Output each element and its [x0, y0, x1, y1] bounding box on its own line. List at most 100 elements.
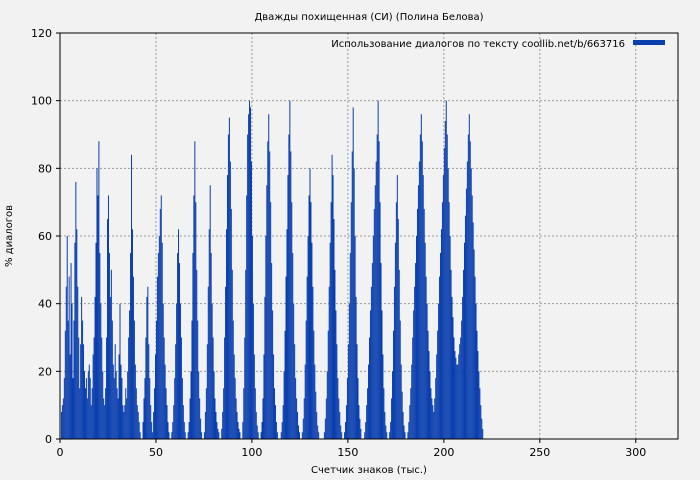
bar [208, 229, 210, 439]
bar [101, 337, 103, 439]
bar [314, 364, 316, 439]
bar [144, 378, 146, 439]
bar [129, 310, 131, 439]
bar [147, 286, 149, 439]
bar [234, 378, 236, 439]
bar [471, 195, 473, 439]
bar [210, 252, 212, 439]
bar [247, 134, 249, 439]
bar [272, 310, 274, 439]
bar [132, 276, 134, 439]
bar [83, 371, 85, 439]
bar [337, 378, 339, 439]
bar [79, 388, 81, 439]
bar [256, 425, 258, 439]
bar [303, 398, 305, 439]
bar [193, 195, 195, 439]
bar [421, 141, 423, 439]
bar [476, 330, 478, 439]
bar [352, 107, 354, 440]
bar [392, 330, 394, 439]
bar [474, 276, 476, 439]
bar [67, 320, 69, 439]
bar [373, 208, 375, 439]
bar [351, 151, 353, 440]
bar [307, 236, 309, 439]
bar [328, 286, 330, 439]
bar [399, 320, 401, 439]
bar [276, 432, 278, 439]
bar [224, 337, 226, 439]
bar [228, 117, 230, 439]
bar [327, 330, 329, 439]
bar [168, 432, 170, 439]
bar [369, 310, 371, 439]
bar [118, 354, 120, 439]
x-tick-label: 250 [529, 446, 550, 459]
bar [478, 371, 480, 439]
bar [416, 208, 418, 439]
bar [126, 398, 128, 439]
bar [432, 405, 434, 439]
bar [376, 134, 378, 439]
bar [271, 263, 273, 439]
bar [366, 405, 368, 439]
bar [390, 422, 392, 439]
bar [410, 388, 412, 439]
bar [245, 269, 247, 439]
bar [332, 175, 334, 439]
bar [382, 354, 384, 439]
bar [130, 252, 132, 439]
bar [252, 303, 254, 439]
bar [248, 114, 250, 439]
bar [217, 428, 219, 439]
bar [97, 195, 99, 439]
bar [187, 432, 189, 439]
bar [171, 432, 173, 439]
bar [374, 185, 376, 439]
bar [71, 303, 73, 439]
bar [110, 269, 112, 439]
bar [403, 425, 405, 439]
bar [181, 378, 183, 439]
bar [226, 175, 228, 439]
bar [480, 405, 482, 439]
y-tick-label: 0 [45, 433, 52, 446]
bar [296, 398, 298, 439]
bar [260, 432, 262, 439]
bar [235, 398, 237, 439]
bar [133, 320, 135, 439]
bar [63, 378, 65, 439]
bar [446, 134, 448, 439]
bar [415, 263, 417, 439]
bar [92, 354, 94, 439]
bar [311, 242, 313, 439]
bar [206, 344, 208, 439]
bar [315, 391, 317, 439]
x-ticks: 0 50 100 150 200 250 300 [57, 439, 646, 459]
bar [423, 208, 425, 439]
bar [444, 120, 446, 439]
bar [302, 418, 304, 439]
bar [317, 425, 319, 439]
bar [395, 202, 397, 439]
bar [83, 344, 85, 439]
bar [457, 364, 459, 439]
bar [184, 432, 186, 439]
bar [371, 263, 373, 439]
bar [165, 388, 167, 439]
bar [114, 344, 116, 439]
bar [236, 411, 238, 439]
bar [232, 320, 234, 439]
bar [136, 405, 138, 439]
bar [121, 378, 123, 439]
bar [453, 337, 455, 439]
bar [349, 252, 351, 439]
bar [333, 219, 335, 439]
bar [119, 303, 121, 439]
bar [324, 418, 326, 439]
bar [454, 351, 456, 439]
bar [292, 252, 294, 439]
bar [437, 330, 439, 439]
bar [326, 371, 328, 439]
